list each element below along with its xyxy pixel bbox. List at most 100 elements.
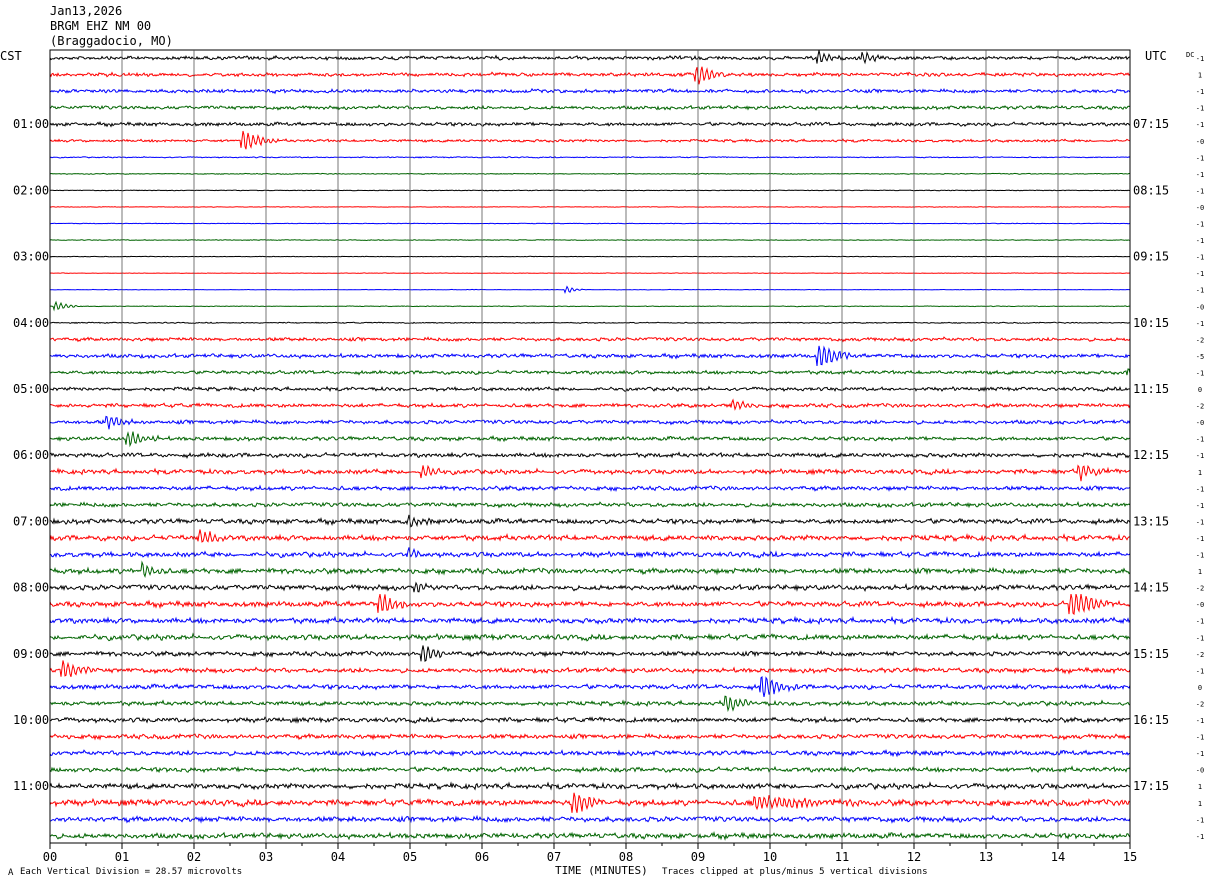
dc-offset-label: -1 xyxy=(1196,369,1204,377)
dc-offset-label: -1 xyxy=(1196,667,1204,675)
station-location: (Braggadocio, MO) xyxy=(50,34,173,48)
dc-offset-label: -0 xyxy=(1196,138,1204,146)
dc-offset-label: 1 xyxy=(1198,469,1202,477)
dc-offset-label: -1 xyxy=(1196,436,1204,444)
cst-hour-label: 05:00 xyxy=(13,382,49,396)
trace-row-13 xyxy=(49,272,1131,275)
dc-offset-label: -1 xyxy=(1196,634,1204,642)
trace-row-35 xyxy=(49,632,1131,642)
dc-offset-label: 0 xyxy=(1198,386,1202,394)
dc-offset-label: -1 xyxy=(1196,105,1204,113)
trace-row-12 xyxy=(49,255,1131,258)
clip-note: Traces clipped at plus/minus 5 vertical … xyxy=(662,867,928,877)
trace-row-43 xyxy=(49,765,1131,774)
dc-offset-label: -0 xyxy=(1196,767,1204,775)
dc-offset-label: 1 xyxy=(1198,783,1202,791)
x-tick-label: 07 xyxy=(547,850,561,864)
dc-offset-label: -0 xyxy=(1196,601,1204,609)
trace-row-42 xyxy=(49,748,1131,758)
x-axis-title: TIME (MINUTES) xyxy=(555,864,648,877)
trace-row-15 xyxy=(50,300,1130,312)
dc-offset-label: -1 xyxy=(1196,55,1204,63)
dc-offset-label: -0 xyxy=(1196,204,1204,212)
utc-hour-label: 07:15 xyxy=(1133,117,1169,131)
trace-row-38 xyxy=(49,676,1131,697)
trace-row-8 xyxy=(49,189,1130,192)
trace-row-1 xyxy=(49,66,1131,85)
dc-offset-label: -1 xyxy=(1196,452,1204,460)
cst-hour-label: 08:00 xyxy=(13,581,49,595)
utc-hour-label: 17:15 xyxy=(1133,779,1169,793)
dc-offset-label: -1 xyxy=(1196,320,1204,328)
dc-offset-label: -1 xyxy=(1196,750,1204,758)
corner-mark: A xyxy=(8,868,14,878)
utc-hour-label: 09:15 xyxy=(1133,250,1169,264)
dc-offset-label: -2 xyxy=(1196,336,1204,344)
trace-row-16 xyxy=(49,321,1131,325)
x-tick-label: 06 xyxy=(475,850,489,864)
cst-hour-label: 09:00 xyxy=(13,647,49,661)
trace-row-25 xyxy=(49,464,1131,482)
dc-offset-label: 1 xyxy=(1198,72,1202,80)
trace-row-18 xyxy=(49,345,1131,366)
left-axis-label: CST xyxy=(0,49,22,63)
x-tick-label: 03 xyxy=(259,850,273,864)
dc-offset-label: -0 xyxy=(1196,303,1204,311)
trace-row-37 xyxy=(49,660,1131,677)
x-tick-label: 09 xyxy=(691,850,705,864)
x-tick-label: 00 xyxy=(43,850,57,864)
trace-row-45 xyxy=(49,792,1131,813)
trace-row-47 xyxy=(49,831,1131,841)
utc-hour-label: 14:15 xyxy=(1133,581,1169,595)
dc-offset-label: 1 xyxy=(1198,800,1202,808)
dc-offset-label: 0 xyxy=(1198,684,1202,692)
trace-row-19 xyxy=(49,368,1131,376)
dc-offset-label: -1 xyxy=(1196,552,1204,560)
dc-offset-label: -2 xyxy=(1196,585,1204,593)
scale-note: Each Vertical Division = 28.57 microvolt… xyxy=(20,867,243,877)
grid-layer xyxy=(49,49,1131,849)
dc-label: DC xyxy=(1186,51,1194,59)
dc-offset-label: 1 xyxy=(1198,568,1202,576)
trace-row-21 xyxy=(49,398,1131,411)
trace-row-30 xyxy=(49,547,1131,559)
utc-hour-label: 08:15 xyxy=(1133,183,1169,197)
right-axis-label: UTC xyxy=(1145,49,1167,63)
dc-offset-label: -1 xyxy=(1196,88,1204,96)
x-tick-label: 05 xyxy=(403,850,417,864)
cst-hour-label: 11:00 xyxy=(13,779,49,793)
trace-row-6 xyxy=(49,155,1131,159)
trace-row-4 xyxy=(49,120,1131,128)
cst-hour-label: 04:00 xyxy=(13,316,49,330)
dc-offset-label: -1 xyxy=(1196,254,1204,262)
utc-hour-label: 13:15 xyxy=(1133,514,1169,528)
x-tick-label: 01 xyxy=(115,850,129,864)
x-tick-label: 13 xyxy=(979,850,993,864)
dc-offset-label: -2 xyxy=(1196,700,1204,708)
dc-offset-label: -2 xyxy=(1196,651,1204,659)
trace-row-5 xyxy=(49,130,1131,150)
trace-row-28 xyxy=(50,514,1131,528)
dc-offset-label: -2 xyxy=(1196,403,1204,411)
dc-offset-label: -1 xyxy=(1196,518,1204,526)
trace-row-0 xyxy=(49,50,1131,65)
dc-offset-label: -5 xyxy=(1196,353,1204,361)
x-tick-label: 11 xyxy=(835,850,849,864)
utc-hour-label: 10:15 xyxy=(1133,316,1169,330)
dc-offset-label: -1 xyxy=(1196,717,1204,725)
dc-offset-label: -1 xyxy=(1196,270,1204,278)
trace-row-23 xyxy=(49,431,1131,448)
dc-offset-label: -1 xyxy=(1196,535,1204,543)
trace-row-7 xyxy=(49,172,1130,175)
dc-offset-label: -1 xyxy=(1196,734,1204,742)
plot-date: Jan13,2026 xyxy=(50,4,123,18)
x-tick-label: 08 xyxy=(619,850,633,864)
trace-row-27 xyxy=(49,501,1131,509)
trace-row-32 xyxy=(49,581,1131,593)
cst-hour-label: 02:00 xyxy=(13,183,49,197)
trace-row-20 xyxy=(49,385,1131,393)
dc-offset-label: -1 xyxy=(1196,154,1204,162)
trace-row-34 xyxy=(49,615,1131,626)
